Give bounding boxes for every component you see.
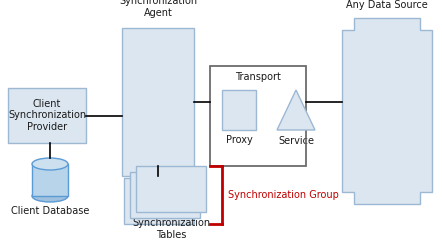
Text: Client
Synchronization
Provider: Client Synchronization Provider — [8, 99, 86, 132]
Text: Transport: Transport — [235, 72, 281, 82]
Polygon shape — [277, 90, 315, 130]
Text: Synchronization
Tables: Synchronization Tables — [132, 218, 210, 240]
Bar — [124, 178, 194, 224]
Bar — [32, 164, 68, 196]
Bar — [122, 28, 194, 176]
Ellipse shape — [32, 158, 68, 170]
Text: Proxy: Proxy — [225, 135, 252, 145]
Bar — [222, 90, 256, 130]
Polygon shape — [342, 18, 432, 204]
Text: Synchronization Group: Synchronization Group — [228, 190, 339, 200]
Bar — [136, 166, 206, 212]
Text: Service: Service — [278, 136, 314, 146]
Bar — [8, 88, 86, 143]
Text: Client Database: Client Database — [11, 206, 89, 216]
Text: Any Data Source: Any Data Source — [346, 0, 428, 10]
Bar — [210, 66, 306, 166]
Text: Synchronization
Agent: Synchronization Agent — [119, 0, 197, 18]
Ellipse shape — [32, 190, 68, 202]
Bar — [130, 172, 200, 218]
